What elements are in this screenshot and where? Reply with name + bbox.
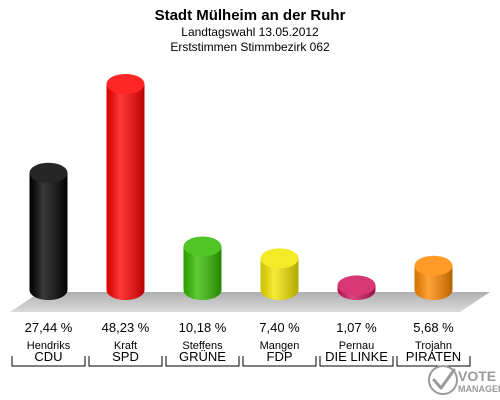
value-label: 10,18 % [179, 320, 227, 335]
bar-top [414, 255, 453, 276]
candidate-label: Kraft [114, 340, 137, 352]
chart-subtitle-2: Erststimmen Stimmbezirk 062 [170, 40, 330, 54]
party-label: DIE LINKE [325, 349, 388, 364]
party-label: GRÜNE [179, 349, 226, 364]
bar-top [337, 275, 376, 296]
candidate-label: Mangen [260, 340, 300, 352]
vote-manager-logo: VOTE MANAGER [428, 365, 500, 395]
party-label: FDP [267, 349, 293, 364]
logo-text-manager: MANAGER [458, 384, 500, 394]
category-bracket [242, 356, 317, 367]
bar-shading [29, 172, 68, 300]
bar-cdu [29, 162, 68, 300]
chart-subtitle-1: Landtagswahl 13.05.2012 [181, 25, 319, 39]
bar-fdp [260, 248, 299, 300]
candidate-label: Hendriks [27, 340, 71, 352]
bars-layer [29, 74, 453, 300]
category-bracket [88, 356, 163, 367]
bar-top [106, 74, 145, 94]
candidate-label: Pernau [339, 340, 374, 352]
party-label: CDU [34, 349, 62, 364]
checkmark-ballot-icon [428, 365, 458, 395]
category-bracket [11, 356, 86, 367]
chart-title: Stadt Mülheim an der Ruhr [155, 7, 346, 24]
bar-top [183, 236, 222, 257]
value-label: 7,40 % [259, 320, 300, 335]
value-label: 48,23 % [102, 320, 150, 335]
party-label: PIRATEN [406, 349, 461, 364]
bar-gr-ne [183, 236, 222, 300]
bar-die-linke [337, 275, 376, 300]
candidate-label: Trojahn [415, 340, 452, 352]
value-label: 5,68 % [413, 320, 454, 335]
bar-piraten [414, 255, 453, 300]
bar-shading [183, 246, 222, 300]
party-label: SPD [112, 349, 139, 364]
bar-shading [260, 258, 299, 300]
category-bracket [396, 356, 471, 367]
candidate-label: Steffens [182, 340, 223, 352]
value-label: 27,44 % [25, 320, 73, 335]
logo-text-vote: VOTE [458, 368, 496, 384]
bar-spd [106, 74, 145, 300]
category-bracket [319, 356, 394, 367]
bar-top [260, 248, 299, 269]
value-label: 1,07 % [336, 320, 377, 335]
bar-shading [106, 84, 145, 300]
bar-top [29, 162, 68, 183]
category-bracket [165, 356, 240, 367]
